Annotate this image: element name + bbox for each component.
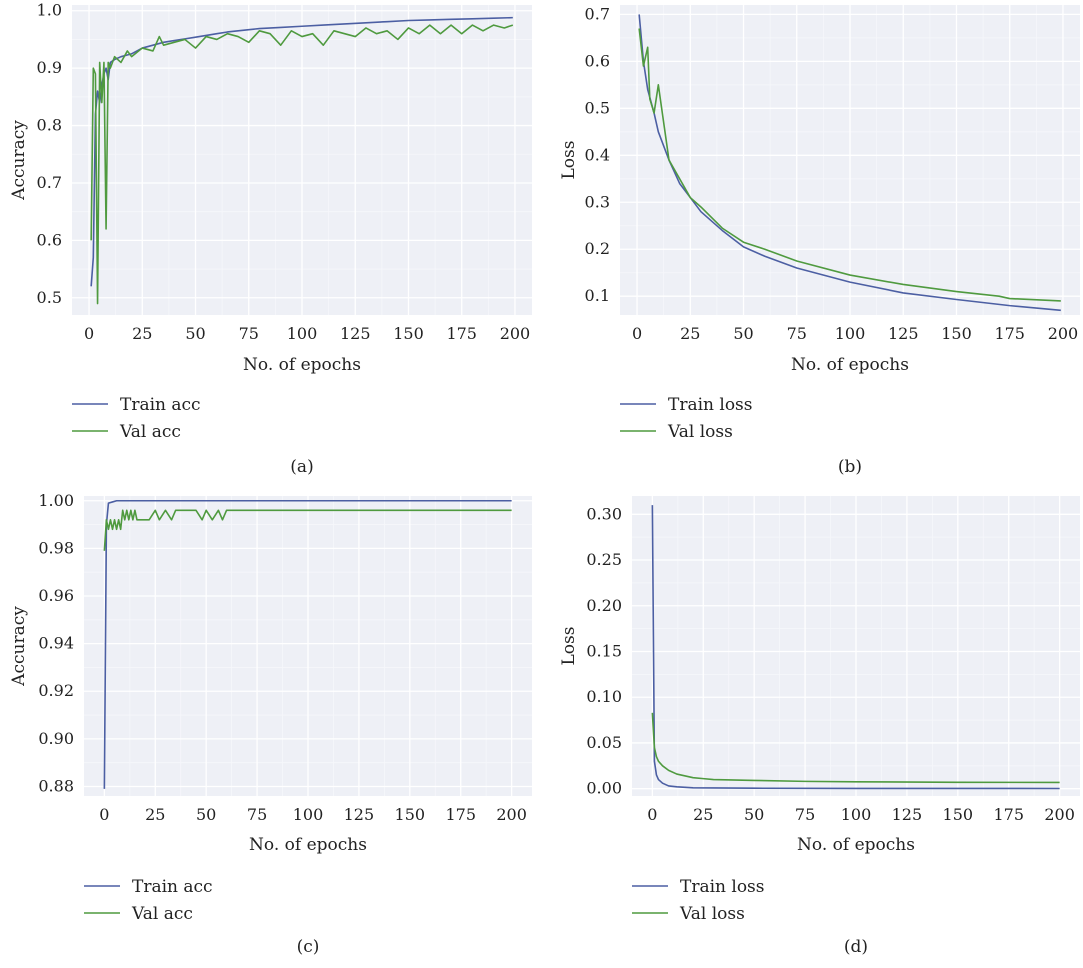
chart-0-xtick-label: 175 [446, 324, 477, 343]
chart-0-xtick-label: 0 [84, 324, 94, 343]
chart-3-ytick-label: 0.00 [586, 779, 622, 798]
chart-3-xtick-label: 50 [744, 805, 764, 824]
chart-2-ytick-label: 0.94 [38, 634, 74, 653]
chart-1-legend-label-train-loss: Train loss [668, 395, 753, 415]
chart-3-caption: (d) [844, 937, 868, 957]
chart-3-xtick-label: 175 [993, 805, 1024, 824]
chart-3-ytick-label: 0.20 [586, 596, 622, 615]
chart-1: 0 25 50 75 100 125 150 175 200 0.1 0.2 0.3 0.4 0.5 0.6… [559, 4, 1080, 477]
chart-3-xtick-label: 0 [647, 805, 657, 824]
chart-0-xtick-label: 150 [393, 324, 424, 343]
chart-3-xtick-label: 100 [841, 805, 872, 824]
chart-2-legend-label-train-acc: Train acc [132, 877, 213, 897]
chart-0-x-axis-label: No. of epochs [243, 355, 361, 375]
chart-2-x-axis-label: No. of epochs [249, 835, 367, 855]
chart-1-ytick-label: 0.1 [585, 286, 610, 305]
chart-0-series-val-acc-line [90, 24, 514, 305]
chart-3-xtick-label: 150 [943, 805, 974, 824]
chart-1-ytick-label: 0.2 [585, 239, 610, 258]
chart-2-ytick-label: 0.92 [38, 681, 74, 700]
chart-0-y-axis-label: Accuracy [9, 120, 29, 201]
chart-1-xtick-label: 75 [787, 324, 807, 343]
chart-2-xtick-label: 0 [99, 805, 109, 824]
chart-0-xtick-label: 75 [239, 324, 259, 343]
chart-2-y-axis-label: Accuracy [9, 606, 29, 687]
chart-3-ytick-label: 0.15 [586, 641, 622, 660]
chart-3-xtick-label: 125 [892, 805, 923, 824]
chart-0-ytick-label: 0.6 [37, 230, 62, 249]
chart-2-ytick-label: 0.90 [38, 729, 74, 748]
chart-0-ytick-label: 0.5 [37, 288, 62, 307]
chart-3-series-val-loss-line [651, 712, 1060, 784]
chart-1-xtick-label: 25 [680, 324, 700, 343]
chart-2-xtick-label: 75 [247, 805, 267, 824]
chart-0-caption: (a) [290, 457, 313, 477]
chart-0-xtick-label: 200 [500, 324, 531, 343]
chart-2: 0 25 50 75 100 125 150 175 200 0.88 0.90 0.92 0.94 0.… [9, 491, 532, 957]
chart-3-legend-label-val-loss: Val loss [679, 904, 745, 924]
chart-3-ytick-label: 0.25 [586, 550, 622, 569]
chart-1-xtick-label: 100 [835, 324, 866, 343]
chart-0-ytick-label: 1.0 [37, 1, 62, 20]
chart-1-xtick-label: 200 [1048, 324, 1079, 343]
chart-2-ytick-label: 0.96 [38, 586, 74, 605]
chart-2-xtick-label: 175 [445, 805, 476, 824]
chart-1-xtick-label: 125 [888, 324, 919, 343]
chart-2-ytick-label: 0.98 [38, 538, 74, 557]
chart-2-xtick-label: 25 [145, 805, 165, 824]
chart-1-series-val-loss-line [638, 28, 1061, 302]
chart-0: 0 25 50 75 100 125 150 175 200 0.5 0.6 0.7 0.8 0.9 1.0… [9, 1, 532, 477]
chart-3-legend-label-train-loss: Train loss [680, 877, 765, 897]
chart-1-legend-label-val-loss: Val loss [667, 422, 733, 442]
chart-1-xtick-label: 50 [733, 324, 753, 343]
chart-2-xtick-label: 200 [496, 805, 527, 824]
chart-0-xtick-label: 25 [132, 324, 152, 343]
chart-3-ytick-label: 0.30 [586, 504, 622, 523]
chart-1-y-axis-label: Loss [559, 141, 579, 180]
chart-1-ytick-label: 0.3 [585, 192, 610, 211]
chart-2-ytick-label: 0.88 [38, 776, 74, 795]
chart-2-series-train-acc-line [103, 499, 512, 789]
chart-2-legend-label-val-acc: Val acc [131, 904, 193, 924]
chart-3-series-train-loss-line [651, 505, 1060, 790]
chart-3-xtick-label: 200 [1044, 805, 1075, 824]
chart-3-x-axis-label: No. of epochs [797, 835, 915, 855]
chart-1-xtick-label: 0 [632, 324, 642, 343]
chart-1-xtick-label: 175 [994, 324, 1025, 343]
chart-0-legend-label-train-acc: Train acc [120, 395, 201, 415]
chart-0-ytick-label: 0.9 [37, 58, 62, 77]
chart-2-xtick-label: 150 [395, 805, 426, 824]
chart-3-ytick-label: 0.10 [586, 687, 622, 706]
chart-3: 0 25 50 75 100 125 150 175 200 0.00 0.05 0.10 0.15 0.… [559, 496, 1080, 957]
chart-0-legend-label-val-acc: Val acc [119, 422, 181, 442]
chart-2-caption: (c) [297, 937, 320, 957]
chart-3-xtick-label: 25 [693, 805, 713, 824]
chart-1-ytick-label: 0.5 [585, 98, 610, 117]
chart-2-xtick-label: 50 [196, 805, 216, 824]
chart-3-xtick-label: 75 [795, 805, 815, 824]
chart-0-xtick-label: 100 [287, 324, 318, 343]
chart-2-xtick-label: 125 [344, 805, 375, 824]
chart-1-xtick-label: 150 [941, 324, 972, 343]
chart-0-ytick-label: 0.7 [37, 173, 62, 192]
chart-2-xtick-label: 100 [293, 805, 324, 824]
chart-2-ytick-label: 1.00 [38, 491, 74, 510]
chart-1-ytick-label: 0.4 [585, 145, 610, 164]
chart-0-xtick-label: 125 [340, 324, 371, 343]
chart-1-caption: (b) [838, 457, 862, 477]
chart-3-y-axis-label: Loss [559, 627, 579, 666]
chart-0-ytick-label: 0.8 [37, 116, 62, 135]
chart-1-x-axis-label: No. of epochs [791, 355, 909, 375]
chart-3-ytick-label: 0.05 [586, 733, 622, 752]
chart-1-ytick-label: 0.6 [585, 51, 610, 70]
chart-0-xtick-label: 50 [185, 324, 205, 343]
chart-1-ytick-label: 0.7 [585, 4, 610, 23]
chart-2-series-val-acc-line [103, 509, 512, 551]
